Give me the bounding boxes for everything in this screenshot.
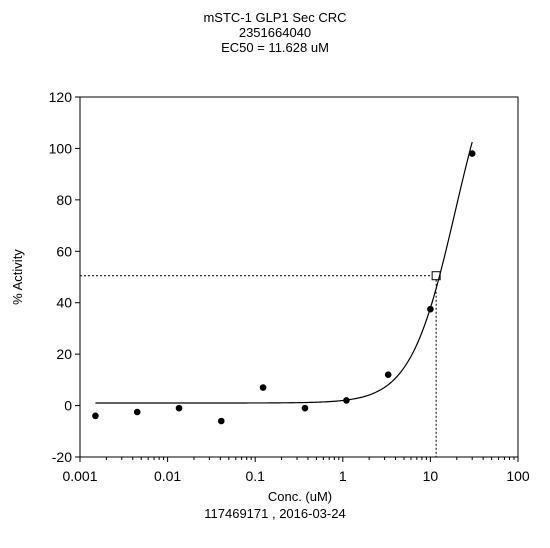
data-point bbox=[217, 417, 225, 425]
y-tick-label: 100 bbox=[49, 140, 73, 156]
data-point bbox=[343, 397, 350, 404]
chart-title-line-2: 2351664040 bbox=[238, 25, 312, 40]
plot-area bbox=[79, 96, 519, 458]
y-axis: -20 0 20 40 60 80 100 120 bbox=[49, 89, 80, 465]
x-tick-label: 1 bbox=[339, 468, 347, 484]
data-point bbox=[133, 408, 141, 416]
x-axis: 0.001 0.01 0.1 1 10 100 bbox=[62, 457, 530, 484]
data-point bbox=[92, 412, 99, 420]
x-axis-label: Conc. (uM) bbox=[268, 489, 332, 504]
y-tick-label: 40 bbox=[56, 295, 72, 311]
data-point bbox=[427, 305, 434, 313]
x-tick-label: 100 bbox=[506, 468, 530, 484]
x-tick-label: 0.01 bbox=[154, 468, 181, 484]
data-point bbox=[175, 404, 183, 412]
y-tick-label: 20 bbox=[56, 346, 72, 362]
x-tick-label: 10 bbox=[423, 468, 439, 484]
data-point bbox=[468, 150, 476, 157]
y-tick-label: 120 bbox=[49, 89, 73, 105]
chart-title-line-3: EC50 = 11.628 uM bbox=[221, 40, 329, 55]
y-tick-label: 0 bbox=[64, 398, 72, 414]
y-tick-label: 80 bbox=[56, 192, 72, 208]
data-point bbox=[259, 384, 267, 391]
data-points bbox=[92, 150, 476, 425]
x-tick-label: 0.001 bbox=[62, 468, 97, 484]
data-point bbox=[384, 371, 392, 379]
y-tick-label: 60 bbox=[56, 243, 72, 259]
y-tick-label: -20 bbox=[52, 449, 72, 465]
chart-footer: 117469171 , 2016-03-24 bbox=[204, 506, 346, 521]
chart-title-line-1: mSTC-1 GLP1 Sec CRC bbox=[203, 10, 347, 25]
data-point bbox=[301, 404, 309, 412]
x-tick-label: 0.1 bbox=[245, 468, 265, 484]
y-axis-label: % Activity bbox=[10, 249, 25, 305]
chart-title: mSTC-1 GLP1 Sec CRC 2351664040 EC50 = 11… bbox=[0, 10, 550, 55]
fit-curve bbox=[95, 141, 473, 404]
